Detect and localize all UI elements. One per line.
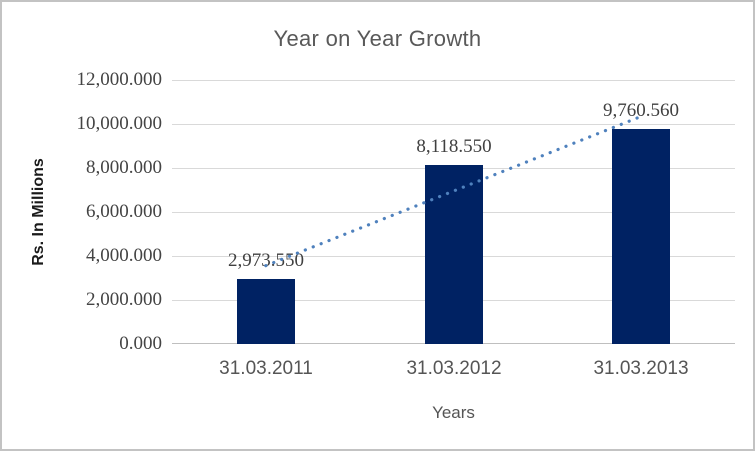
x-axis-title: Years: [432, 403, 475, 422]
data-label: 8,118.550: [416, 136, 492, 157]
bar: [237, 279, 295, 344]
y-tick-label: 4,000.000: [86, 245, 162, 266]
gridline: [172, 124, 735, 125]
trendline: [264, 114, 643, 268]
y-tick-label: 10,000.000: [76, 113, 163, 134]
x-tick-label: 31.03.2011: [219, 358, 313, 379]
y-tick-label: 8,000.000: [86, 157, 162, 178]
data-label: 2,973.550: [228, 250, 304, 271]
x-tick-label: 31.03.2013: [593, 358, 689, 379]
y-tick-label: 6,000.000: [86, 201, 162, 222]
bar: [425, 165, 483, 344]
y-tick-label: 12,000.000: [76, 69, 163, 90]
data-label: 9,760.560: [603, 100, 679, 121]
y-tick-label: 2,000.000: [86, 289, 162, 310]
plot-area: 2,973.550 8,118.550 9,760.560: [172, 80, 735, 344]
trendline-path: [264, 114, 643, 268]
bar: [612, 129, 670, 344]
chart-title: Year on Year Growth: [273, 26, 482, 51]
x-tick-label: 31.03.2012: [406, 358, 502, 379]
y-tick-label: 0.000: [119, 333, 162, 354]
gridline: [172, 80, 735, 81]
